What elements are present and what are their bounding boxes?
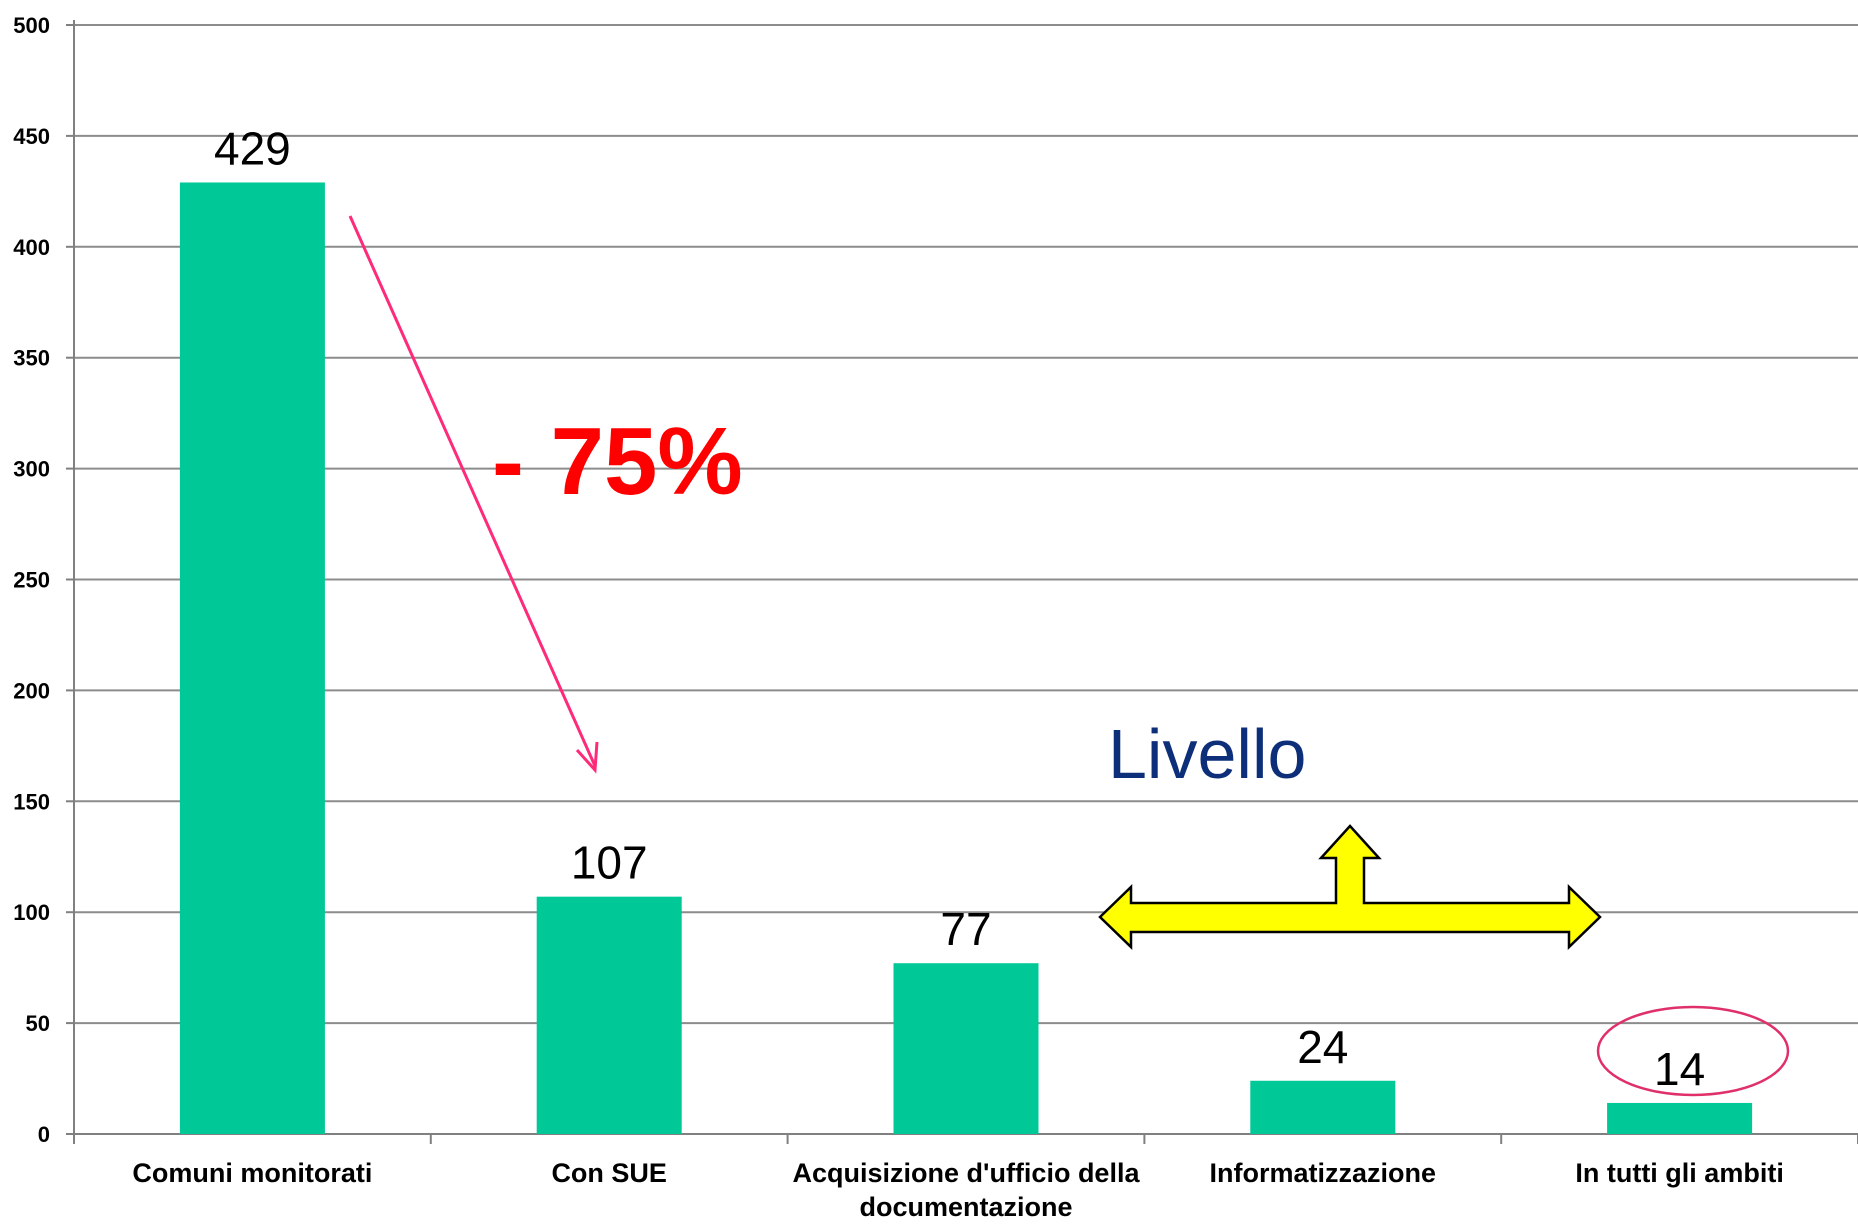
decrease-arrow-head [575, 741, 599, 774]
bar [1607, 1102, 1753, 1134]
data-label: 14 [1654, 1043, 1705, 1095]
data-label: 429 [214, 122, 291, 174]
x-tick-label: documentazione [859, 1192, 1072, 1222]
y-tick-label: 200 [13, 678, 50, 703]
x-tick-label: In tutti gli ambiti [1575, 1158, 1783, 1188]
y-tick-label: 450 [13, 124, 50, 149]
x-tick-label: Informatizzazione [1210, 1158, 1437, 1188]
y-tick-label: 250 [13, 568, 50, 593]
data-label: 24 [1297, 1021, 1348, 1073]
percent-change-label: - 75% [492, 408, 743, 515]
livello-label: Livello [1108, 715, 1306, 793]
x-tick-label: Con SUE [551, 1158, 667, 1188]
bar-layer [179, 182, 1753, 1134]
bar [179, 182, 325, 1134]
decrease-arrow-line [348, 215, 597, 767]
annotation-layer: - 75% Livello [348, 215, 1790, 1097]
y-tick-label: 500 [13, 13, 50, 38]
y-tick-label: 100 [13, 900, 50, 925]
y-tick-label: 0 [38, 1122, 50, 1147]
grid-layer [74, 24, 1858, 1025]
x-tick-label: Acquisizione d'ufficio della [793, 1158, 1141, 1188]
y-tick-label: 50 [26, 1011, 50, 1036]
axis-layer: 0 50 100 150 200 250 300 350 400 450 500 [13, 13, 1858, 1147]
yellow-level-arrow [1098, 824, 1602, 950]
data-label-layer: 429 107 77 24 14 [214, 122, 1705, 1094]
bar [536, 896, 682, 1134]
x-tick-label-layer: Comuni monitorati Con SUE Acquisizione d'u… [132, 1158, 1783, 1222]
data-label: 77 [940, 903, 991, 955]
y-tick-label: 400 [13, 235, 50, 260]
y-tick-label: 350 [13, 346, 50, 371]
x-tick-label: Comuni monitorati [132, 1158, 372, 1188]
y-tick-label: 150 [13, 789, 50, 814]
bar [1250, 1080, 1396, 1134]
highlight-ellipse [1596, 1005, 1790, 1097]
bar [893, 963, 1039, 1134]
data-label: 107 [571, 837, 648, 889]
y-tick-label: 300 [13, 457, 50, 482]
